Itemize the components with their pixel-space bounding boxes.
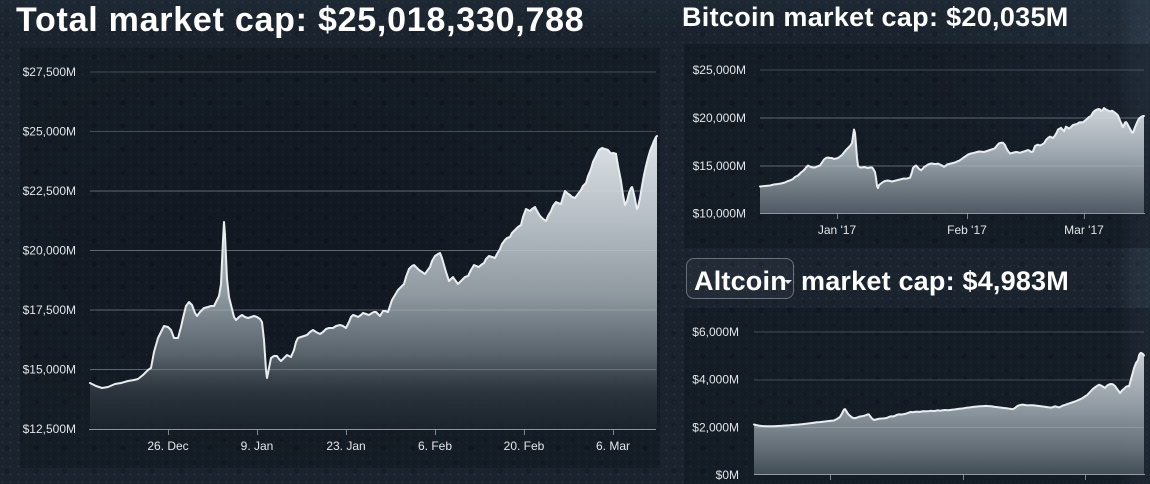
svg-text:Mar '17: Mar '17 [1064, 223, 1104, 237]
svg-text:$6,000M: $6,000M [692, 325, 739, 339]
svg-text:6. Feb: 6. Feb [418, 439, 452, 453]
svg-text:$22,500M: $22,500M [23, 184, 76, 198]
svg-text:$25,000M: $25,000M [693, 63, 746, 77]
svg-text:$20,000M: $20,000M [693, 111, 746, 125]
svg-text:$12,500M: $12,500M [23, 422, 76, 436]
svg-text:$25,000M: $25,000M [23, 125, 76, 139]
svg-text:Jan '17: Jan '17 [818, 223, 857, 237]
svg-text:9. Jan: 9. Jan [241, 439, 274, 453]
svg-text:$15,000M: $15,000M [23, 363, 76, 377]
svg-text:$27,500M: $27,500M [23, 65, 76, 79]
svg-text:$4,000M: $4,000M [692, 373, 739, 387]
svg-text:$20,000M: $20,000M [23, 244, 76, 258]
svg-text:$10,000M: $10,000M [693, 207, 746, 221]
svg-text:23. Jan: 23. Jan [326, 439, 365, 453]
svg-text:$17,500M: $17,500M [23, 303, 76, 317]
svg-text:$0M: $0M [716, 468, 739, 482]
svg-text:6. Mar: 6. Mar [596, 439, 630, 453]
svg-text:26. Dec: 26. Dec [147, 439, 188, 453]
svg-text:$2,000M: $2,000M [692, 421, 739, 435]
svg-text:Feb '17: Feb '17 [947, 223, 987, 237]
svg-text:$15,000M: $15,000M [693, 159, 746, 173]
svg-text:20. Feb: 20. Feb [504, 439, 545, 453]
